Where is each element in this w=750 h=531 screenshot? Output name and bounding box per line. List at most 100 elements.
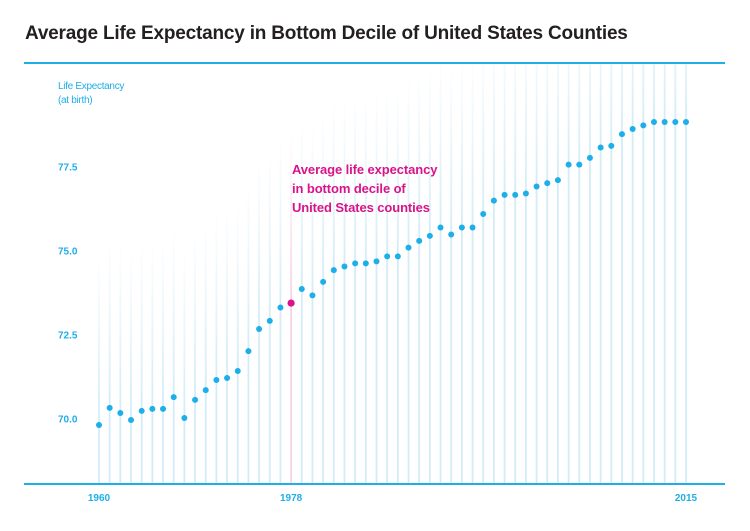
y-axis-label: Life Expectancy (at birth) — [58, 80, 124, 108]
annotation: Average life expectancy in bottom decile… — [292, 160, 437, 217]
data-point — [384, 253, 391, 260]
data-point — [480, 211, 487, 218]
stem-1979 — [300, 118, 303, 483]
y-tick-label: 77.5 — [58, 163, 78, 174]
chart-title: Average Life Expectancy in Bottom Decile… — [25, 23, 628, 44]
data-point — [426, 232, 433, 239]
stem-1994 — [460, 64, 463, 483]
data-point — [512, 191, 519, 198]
stem-1997 — [492, 64, 495, 483]
stem-1974 — [247, 181, 250, 484]
data-point — [138, 407, 145, 414]
stem-2008 — [610, 64, 613, 483]
stem-1971 — [215, 210, 218, 484]
data-point — [640, 122, 647, 129]
stem-1965 — [151, 238, 154, 483]
annotation-line-1: Average life expectancy — [292, 162, 438, 177]
data-point — [576, 161, 583, 168]
data-point — [181, 414, 188, 421]
stem-1976 — [268, 150, 271, 483]
stem-2004 — [567, 64, 570, 483]
stem-1995 — [471, 64, 474, 483]
points-layer — [96, 118, 689, 429]
stem-1986 — [375, 91, 378, 483]
stem-1991 — [428, 65, 431, 483]
stem-1961 — [108, 237, 111, 483]
data-point — [618, 131, 625, 138]
stem-1983 — [343, 96, 346, 484]
data-point — [330, 267, 337, 274]
stem-1998 — [503, 64, 506, 483]
data-point — [629, 126, 636, 133]
data-point — [416, 237, 423, 244]
data-point — [192, 396, 199, 403]
data-point — [458, 224, 465, 231]
stem-1990 — [418, 70, 421, 484]
stem-1972 — [226, 208, 228, 483]
data-point — [522, 190, 529, 197]
stem-2013 — [663, 64, 666, 483]
stem-2006 — [589, 64, 591, 483]
stem-1964 — [140, 240, 143, 483]
data-point — [352, 260, 359, 267]
data-point — [565, 161, 572, 168]
data-point — [661, 118, 668, 125]
data-point — [234, 367, 241, 374]
data-point — [117, 409, 124, 416]
data-point — [160, 405, 167, 412]
stem-2001 — [535, 64, 538, 483]
y-tick-label: 70.0 — [58, 415, 78, 426]
data-point — [245, 348, 252, 355]
stem-1966 — [162, 238, 164, 483]
stems-layer — [98, 64, 687, 484]
stem-1975 — [258, 158, 260, 483]
y-tick-label: 75.0 — [58, 247, 78, 258]
stem-1999 — [514, 64, 517, 483]
data-point — [266, 317, 273, 324]
data-point — [170, 394, 177, 401]
stem-1970 — [204, 220, 207, 483]
stem-1993 — [450, 64, 453, 483]
data-point — [213, 377, 220, 384]
annotation-line-2: in bottom decile of — [292, 181, 406, 196]
stem-1968 — [183, 247, 186, 483]
stem-1962 — [119, 242, 122, 483]
y-ticks: 70.0 72.5 75.0 77.5 — [58, 163, 78, 426]
stem-2010 — [631, 64, 634, 483]
y-axis-label-line-2: (at birth) — [58, 95, 93, 106]
stem-1980 — [311, 125, 314, 484]
data-point — [405, 244, 412, 251]
stem-2003 — [557, 64, 559, 483]
data-point — [597, 144, 604, 151]
highlight-point — [287, 299, 295, 307]
stem-1992 — [439, 64, 442, 483]
y-tick-label: 72.5 — [58, 331, 78, 342]
data-point — [309, 292, 316, 299]
data-point — [650, 118, 657, 125]
data-point — [298, 285, 305, 292]
data-point — [277, 304, 284, 311]
stem-2005 — [578, 64, 581, 483]
data-point — [448, 231, 455, 238]
annotation-line-3: United States counties — [292, 200, 430, 215]
x-tick-label: 1960 — [88, 493, 111, 504]
stem-2007 — [599, 64, 602, 483]
stem-1967 — [172, 227, 175, 483]
stem-2015 — [685, 64, 687, 483]
stem-1963 — [130, 250, 132, 483]
data-point — [469, 224, 476, 231]
data-point — [437, 224, 444, 231]
y-axis-label-line-1: Life Expectancy — [58, 81, 125, 92]
stem-1969 — [194, 229, 196, 483]
data-point — [554, 177, 561, 184]
data-point — [544, 180, 551, 187]
data-point — [362, 260, 369, 267]
data-point — [533, 183, 540, 190]
stem-1996 — [482, 64, 485, 483]
data-point — [608, 142, 615, 149]
stem-2012 — [653, 64, 655, 483]
x-ticks: 1960 1978 2015 — [88, 493, 698, 504]
data-point — [256, 325, 263, 332]
data-point — [672, 118, 679, 125]
